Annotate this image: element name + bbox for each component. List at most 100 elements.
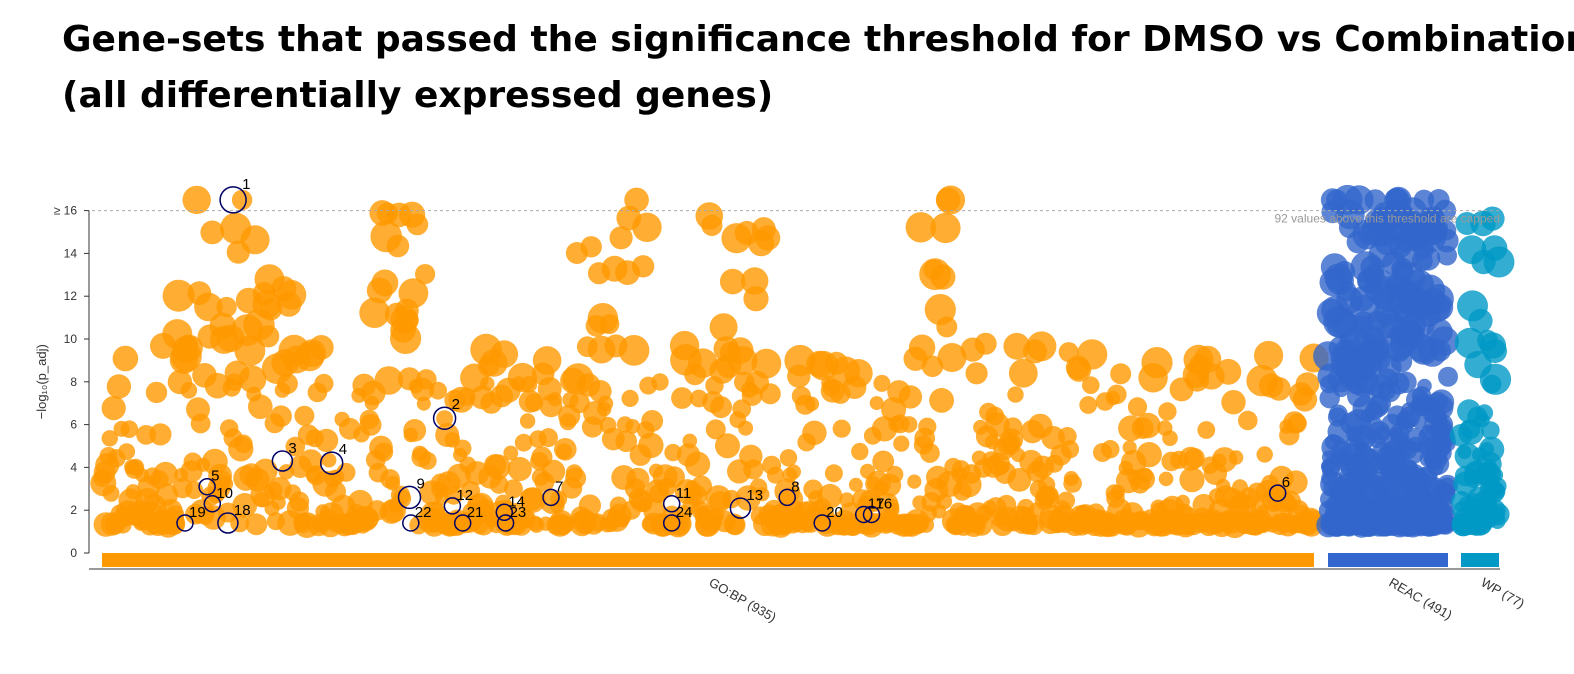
data-point: [276, 280, 307, 310]
data-point: [520, 487, 546, 513]
highlighted-label: 3: [288, 440, 296, 457]
highlighted-point: [1268, 484, 1287, 502]
data-point: [489, 475, 509, 494]
data-point: [869, 396, 884, 411]
highlighted-point: [319, 451, 344, 475]
data-point: [1141, 347, 1173, 379]
data-point: [503, 445, 519, 461]
data-point: [153, 461, 178, 487]
highlighted-label: 10: [216, 485, 233, 502]
data-point: [1039, 486, 1059, 505]
data-point: [1483, 246, 1515, 278]
highlighted-label: 12: [456, 487, 473, 504]
y-tick-label: 2: [70, 503, 77, 517]
data-point: [638, 432, 664, 459]
x-source-label: GO:BP (935): [707, 575, 779, 625]
data-point: [314, 373, 334, 394]
data-point: [615, 430, 637, 453]
data-point: [374, 442, 394, 462]
data-point: [641, 410, 664, 432]
data-point: [1136, 442, 1162, 468]
highlighted-label: 13: [746, 487, 763, 504]
data-point: [751, 348, 782, 379]
data-point: [1435, 228, 1459, 253]
data-point: [1256, 446, 1273, 463]
data-point: [386, 234, 410, 258]
data-point: [503, 479, 523, 499]
data-point: [929, 388, 954, 413]
highlighted-point: [217, 512, 239, 534]
data-point: [1221, 390, 1246, 415]
data-point: [1079, 396, 1098, 414]
data-point: [1003, 417, 1023, 437]
data-point: [1228, 450, 1244, 465]
data-point: [102, 485, 120, 502]
data-point: [294, 405, 315, 426]
data-point: [1480, 206, 1505, 231]
data-point: [936, 316, 958, 338]
data-point: [1215, 358, 1242, 385]
data-point: [1041, 426, 1065, 450]
data-point: [1468, 308, 1493, 333]
data-point: [580, 236, 602, 258]
data-point: [277, 373, 298, 395]
data-point: [1082, 376, 1100, 395]
highlighted-point: [397, 485, 422, 510]
data-point: [1454, 327, 1486, 359]
data-point: [1481, 421, 1500, 440]
data-point: [256, 325, 280, 348]
data-point: [194, 292, 223, 322]
data-point: [710, 396, 732, 419]
data-point: [1008, 358, 1038, 388]
data-point: [832, 419, 851, 438]
data-point: [217, 476, 234, 492]
y-axis: 0 2 4 6 8 10 12 14 ≥ 16 −log₁₀(p_adj): [34, 204, 90, 560]
y-tick-label: 0: [70, 546, 77, 560]
data-point: [245, 513, 268, 536]
data-point: [893, 435, 910, 452]
data-point: [270, 405, 292, 428]
data-point: [1429, 389, 1455, 415]
highlighted-point: [496, 514, 515, 532]
data-point: [1158, 471, 1174, 487]
highlighted-point: [198, 477, 216, 496]
data-point: [359, 414, 382, 436]
data-point: [824, 464, 843, 483]
data-point: [524, 393, 544, 412]
data-point: [532, 346, 562, 375]
highlighted-label: 21: [467, 504, 484, 521]
data-point: [112, 345, 139, 372]
data-point: [1060, 440, 1080, 459]
data-point: [701, 214, 723, 236]
data-point: [1417, 378, 1432, 394]
data-point: [651, 373, 669, 391]
data-point: [216, 296, 237, 318]
data-point: [1395, 371, 1417, 394]
data-point: [554, 438, 577, 461]
data-point: [1101, 440, 1120, 459]
data-point: [1295, 372, 1320, 396]
data-point: [234, 434, 253, 454]
data-point: [936, 185, 966, 215]
data-point: [1434, 199, 1457, 222]
data-point: [1416, 246, 1441, 271]
data-point: [1184, 448, 1205, 469]
data-point: [1007, 468, 1032, 492]
data-point: [1429, 326, 1460, 356]
data-point: [631, 255, 655, 278]
data-point: [182, 185, 211, 215]
y-tick-label: 10: [64, 332, 78, 346]
x-source-label: WP (77): [1479, 575, 1528, 612]
data-point: [1135, 412, 1161, 439]
cap-note: 92 values above this threshold are cappe…: [1275, 212, 1501, 226]
highlighted-label: 2: [452, 396, 460, 413]
data-point: [1007, 386, 1024, 403]
data-point: [485, 454, 511, 480]
data-point: [234, 335, 266, 367]
data-point: [728, 346, 758, 376]
data-point: [520, 375, 538, 393]
data-point: [759, 383, 781, 405]
data-point: [180, 382, 198, 399]
data-point: [289, 491, 310, 512]
data-point: [725, 514, 746, 536]
